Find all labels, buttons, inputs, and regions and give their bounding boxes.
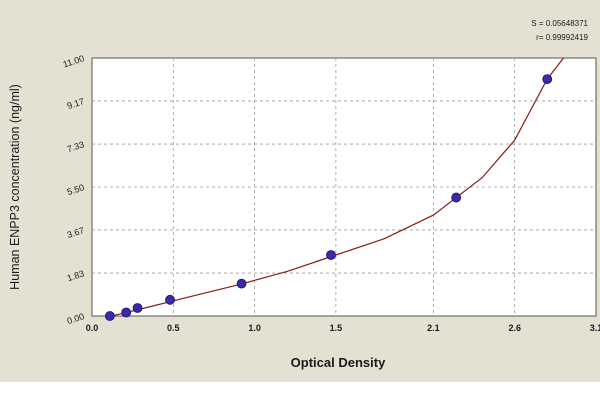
data-point <box>132 303 143 313</box>
data-points <box>104 74 553 321</box>
x-tick-label: 1.5 <box>330 323 343 333</box>
x-tick-label: 0.5 <box>167 323 180 333</box>
x-tick-label: 3.1 <box>590 323 600 333</box>
data-point <box>542 74 553 85</box>
x-tick-label: 0.0 <box>86 323 99 333</box>
y-axis-label: Human ENPP3 concentration (ng/ml) <box>8 84 22 290</box>
fit-curve <box>109 57 564 316</box>
data-point <box>326 250 336 260</box>
x-tick-label: 2.1 <box>427 323 440 333</box>
data-point <box>451 192 462 203</box>
x-tick-label: 2.6 <box>508 323 521 333</box>
data-point <box>121 307 132 318</box>
data-point <box>104 311 115 321</box>
stat-line-0: S = 0.05648371 <box>531 19 588 28</box>
data-point <box>165 294 175 305</box>
grid-lines <box>92 58 596 316</box>
x-axis-label: Optical Density <box>291 355 386 370</box>
data-point <box>236 278 247 289</box>
x-tick-label: 1.0 <box>248 323 261 333</box>
stat-line-1: r= 0.99992419 <box>536 33 588 42</box>
fit-curve-layer <box>109 57 564 316</box>
